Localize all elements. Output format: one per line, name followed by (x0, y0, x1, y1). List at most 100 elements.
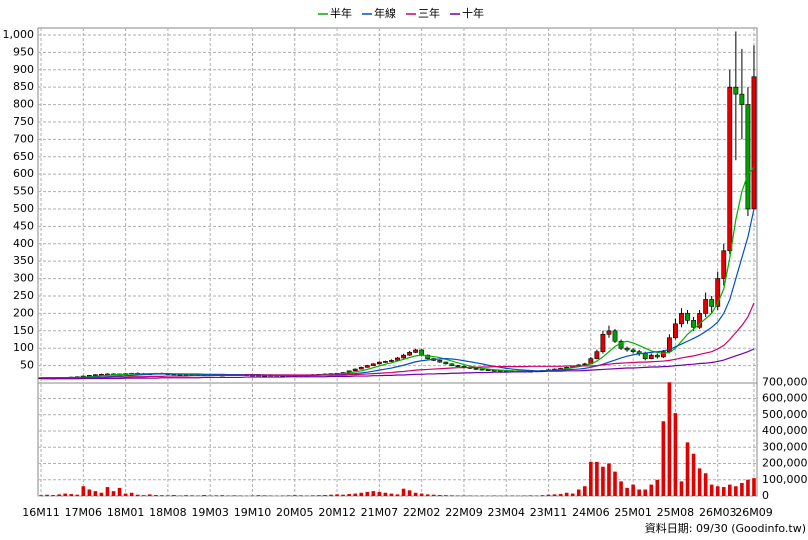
candle-body (370, 363, 376, 366)
x-tick-label: 22M02 (403, 506, 441, 519)
volume-bar (431, 494, 436, 496)
candle-body (92, 374, 98, 376)
volume-bar (172, 495, 176, 496)
volume-bar (407, 490, 412, 496)
candle-body (685, 313, 690, 321)
y-tick-label: 900 (13, 63, 34, 76)
y-tick-label: 150 (13, 324, 34, 337)
candle-body (630, 349, 636, 352)
candle-body (739, 93, 745, 105)
y-tick-label: 800 (13, 98, 34, 111)
candle-body (660, 351, 666, 358)
x-tick-label: 23M04 (488, 506, 526, 519)
volume-bar (570, 493, 575, 496)
y2-tick-label: 300,000 (762, 440, 808, 453)
candle-body (364, 365, 370, 368)
volume-bar (643, 489, 648, 496)
volume-bar (105, 487, 110, 496)
volume-bar (154, 495, 158, 496)
candle-body (709, 299, 715, 307)
volume-bar (582, 486, 587, 496)
candle-body (425, 354, 431, 359)
x-tick-label: 17M06 (65, 506, 103, 519)
volume-bar (141, 495, 146, 496)
volume-bar (63, 493, 68, 496)
volume-bar (419, 493, 424, 496)
volume-bar (99, 492, 104, 496)
volume-bar (564, 492, 569, 496)
volume-bar (347, 494, 351, 496)
volume-panel (37, 382, 758, 497)
volume-bar (202, 495, 206, 496)
candle-body (721, 250, 727, 279)
volume-bar (401, 488, 406, 496)
volume-bar (323, 495, 327, 496)
candle-body (697, 313, 703, 328)
x-tick-label: 18M08 (149, 506, 187, 519)
legend-label: 三年 (418, 6, 440, 20)
volume-bar (135, 494, 140, 496)
volume-bar (69, 494, 74, 496)
volume-bar (365, 491, 370, 496)
volume-bar (667, 382, 672, 496)
volume-bar (413, 492, 418, 496)
y-tick-label: 300 (13, 272, 34, 285)
candle-body (654, 354, 660, 358)
x-tick-label: 18M01 (107, 506, 145, 519)
x-tick-label: 19M10 (234, 506, 272, 519)
volume-bar (444, 495, 448, 496)
x-tick-label: 26M09 (735, 506, 773, 519)
legend-label: 年線 (374, 6, 396, 20)
candle-body (437, 360, 443, 363)
candle-body (455, 365, 461, 367)
y2-tick-label: 700,000 (762, 375, 808, 388)
volume-bar (262, 495, 267, 496)
ma-line (41, 208, 755, 379)
x-tick-label: 23M11 (530, 506, 568, 519)
x-tick-label: 25M08 (657, 506, 695, 519)
volume-bar (123, 493, 128, 496)
candle-body (389, 360, 394, 362)
volume-bar (752, 478, 756, 496)
volume-bar (160, 495, 164, 496)
y2-tick-label: 400,000 (762, 424, 808, 437)
y-tick-label: 250 (13, 289, 34, 302)
volume-bar (673, 413, 678, 496)
volume-bar (727, 484, 732, 496)
candle-body (479, 368, 485, 371)
volume-bar (625, 487, 629, 496)
candle-body (352, 368, 358, 372)
volume-bar (383, 492, 388, 496)
volume-bar (190, 495, 194, 496)
candle-body (648, 354, 654, 359)
y-tick-label: 200 (13, 306, 34, 319)
volume-bar (703, 473, 708, 496)
x-tick-label: 25M01 (614, 506, 652, 519)
candle-body (703, 299, 709, 314)
volume-bar (679, 481, 684, 496)
candle-body (691, 320, 696, 328)
volume-bar (147, 494, 152, 496)
y-tick-label: 700 (13, 132, 34, 145)
volume-bar (558, 494, 563, 496)
volume-bar (371, 491, 376, 496)
volume-bar (546, 494, 551, 496)
y2-tick-label: 600,000 (762, 392, 808, 405)
volume-bar (395, 494, 400, 496)
volume-bar (734, 486, 738, 496)
y-tick-label: 850 (13, 80, 34, 93)
candle-body (733, 86, 739, 95)
y-tick-label: 100 (13, 341, 34, 354)
volume-bar (75, 494, 80, 496)
volume-bar (220, 495, 225, 496)
volume-bar (595, 461, 599, 496)
volume-bar (576, 489, 581, 496)
volume-bar (607, 463, 611, 496)
price-panel (37, 27, 758, 384)
y2-tick-label: 100,000 (762, 473, 808, 486)
volume-bar (437, 495, 442, 496)
volume-bar (166, 495, 170, 496)
x-tick-label: 16M11 (22, 506, 60, 519)
